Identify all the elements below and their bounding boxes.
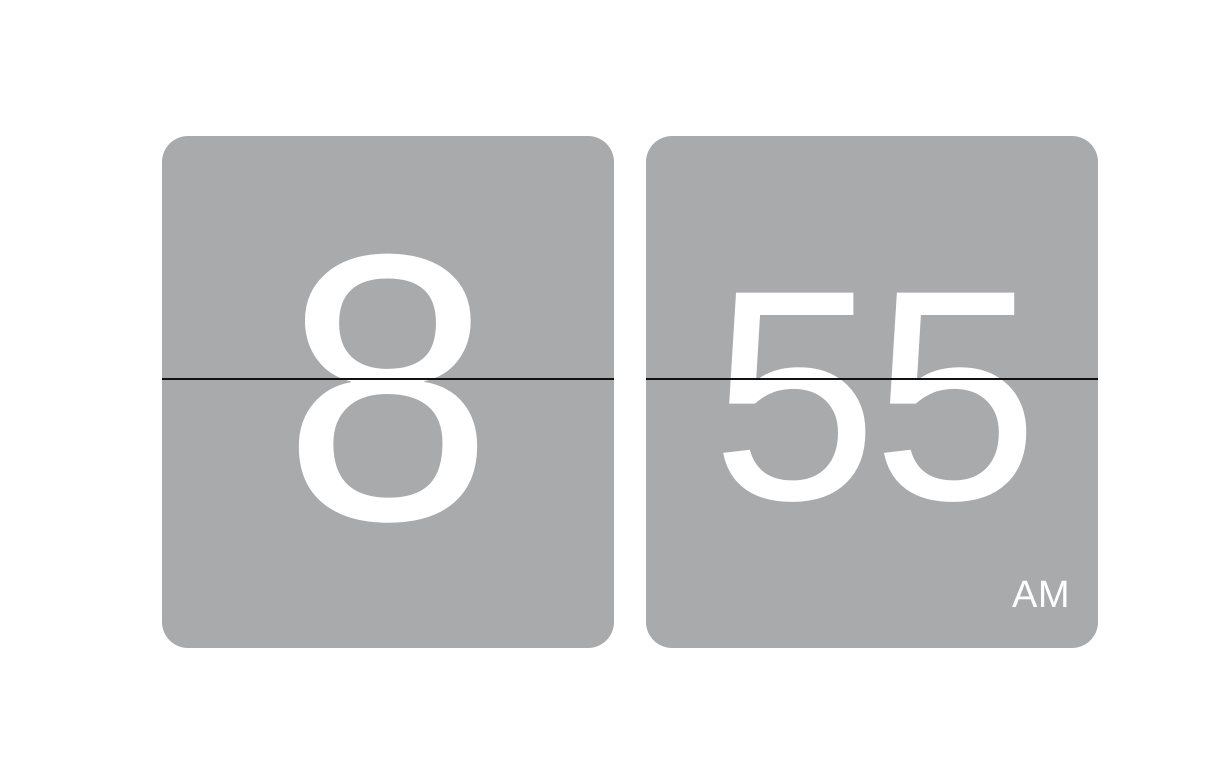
minute-digits: 55 (711, 227, 1039, 563)
minute-card: 55 AM (646, 136, 1098, 648)
am-pm-indicator: AM (1012, 574, 1070, 616)
hour-digits: 8 (282, 175, 494, 600)
minute-card-split-line (646, 378, 1098, 380)
hour-card-split-line (162, 378, 614, 380)
hour-card: 8 (162, 136, 614, 648)
